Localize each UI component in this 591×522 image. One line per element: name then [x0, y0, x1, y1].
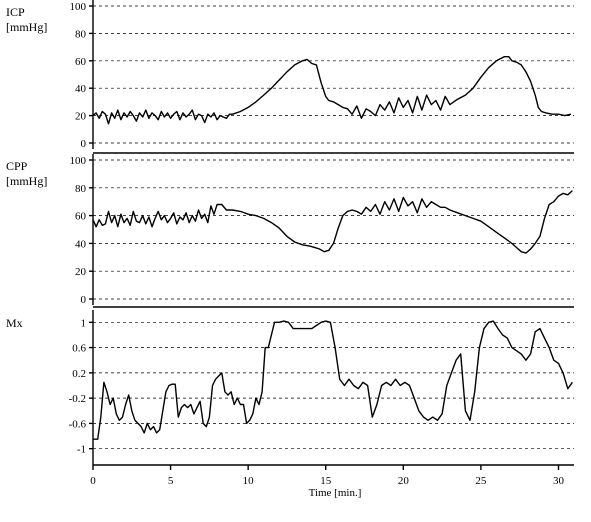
cpp-series-line: [92, 190, 573, 254]
mx-series-line: [93, 320, 573, 440]
x-tick-label: 5: [168, 475, 174, 487]
mx-name-label: Mx: [6, 316, 23, 330]
x-axis-title: Time [min.]: [309, 487, 362, 499]
cpp-y-tick-label: 60: [75, 211, 87, 223]
cpp-y-tick-label: 20: [75, 266, 87, 278]
mx-y-tick-label: 0.6: [72, 343, 86, 355]
x-tick-label: 20: [398, 475, 410, 487]
icp-series-line: [92, 56, 572, 125]
x-tick-label: 30: [553, 475, 565, 487]
mx-y-tick-label: -1: [77, 444, 86, 456]
icp-y-tick-label: 0: [81, 138, 87, 150]
icp-y-tick-label: 40: [75, 83, 87, 95]
cpp-y-tick-label: 100: [70, 155, 87, 167]
x-tick-label: 0: [90, 475, 96, 487]
icp-y-tick-label: 20: [75, 111, 87, 123]
x-tick-label: 15: [320, 475, 332, 487]
mx-y-tick-label: -0.6: [69, 418, 87, 430]
icp-name-label: ICP: [6, 5, 25, 19]
cpp-y-tick-label: 80: [75, 183, 87, 195]
x-tick-label: 25: [475, 475, 487, 487]
mx-y-tick-label: 1: [81, 317, 87, 329]
cpp-y-tick-label: 0: [81, 294, 87, 306]
mx-y-tick-label: 0.2: [72, 368, 86, 380]
icp-unit-label: [mmHg]: [6, 20, 47, 34]
icp-y-tick-label: 100: [70, 1, 87, 13]
cpp-y-tick-label: 40: [75, 238, 87, 250]
icp-y-tick-label: 60: [75, 56, 87, 68]
x-tick-label: 10: [243, 475, 255, 487]
cpp-unit-label: [mmHg]: [6, 174, 47, 188]
icp-panel: ICP [mmHg] 0 20 40 60 80 100: [6, 0, 574, 150]
icp-y-tick-label: 80: [75, 28, 87, 40]
cpp-name-label: CPP: [6, 159, 28, 173]
mx-y-tick-label: -0.2: [69, 393, 86, 405]
cpp-panel: CPP [mmHg] 0 20 40 60 80 100: [6, 154, 574, 306]
mx-panel: Mx 1 0.6 0.2 -0.2 -0.6 -1 0 5 10 15 20 25 30: [6, 310, 574, 487]
